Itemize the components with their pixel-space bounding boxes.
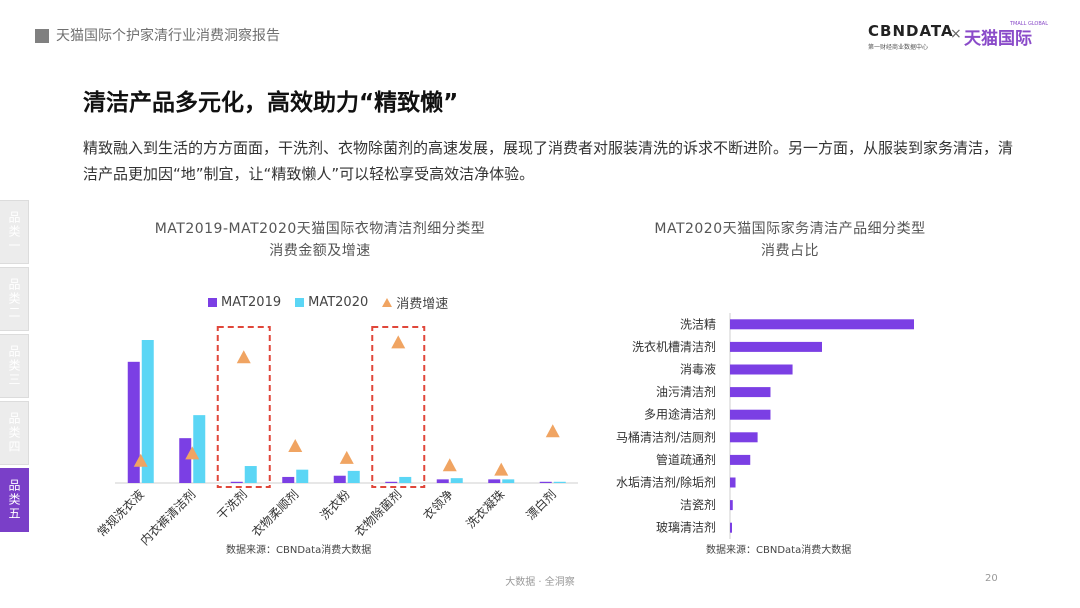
y-tick-label-3: 油污清洁剂 xyxy=(656,384,716,399)
bar-mat2020-5 xyxy=(399,476,412,483)
left-chart-title-line2: 消费金额及增速 xyxy=(269,243,371,259)
bar-mat2019-1 xyxy=(179,438,192,483)
left-chart-title-line1: MAT2019-MAT2020天猫国际衣物清洁剂细分类型 xyxy=(154,221,486,237)
hbar-6 xyxy=(730,454,751,465)
x-tick-label-4: 洗衣粉 xyxy=(317,487,353,523)
logo-separator: × xyxy=(950,26,962,42)
bar-mat2019-6 xyxy=(436,479,449,483)
bar-mat2020-7 xyxy=(502,479,515,483)
bar-mat2019-0 xyxy=(127,361,140,483)
bar-mat2020-0 xyxy=(141,340,154,483)
legend-mat2020: MAT2020 xyxy=(295,295,368,310)
header-square-icon xyxy=(35,29,49,43)
hbar-2 xyxy=(730,364,793,375)
bar-mat2019-7 xyxy=(488,479,501,483)
legend-mat2020-swatch xyxy=(295,298,305,307)
y-tick-label-7: 水垢清洁剂/除垢剂 xyxy=(616,475,716,490)
footer-slogan: 大数据 · 全洞察 xyxy=(505,577,575,588)
hbar-4 xyxy=(730,409,771,420)
y-tick-label-4: 多用途清洁剂 xyxy=(644,407,716,422)
right-chart-title-line1: MAT2020天猫国际家务清洁产品细分类型 xyxy=(654,221,926,237)
tab-category-4[interactable]: 品类四 xyxy=(0,401,29,465)
intro-paragraph: 精致融入到生活的方方面面，干洗剂、衣物除菌剂的高速发展，展现了消费者对服装清洗的… xyxy=(83,139,1014,183)
y-tick-label-2: 消毒液 xyxy=(680,362,716,377)
left-chart-title: MAT2019-MAT2020天猫国际衣物清洁剂细分类型 消费金额及增速 xyxy=(100,218,540,262)
tmall-global-logo-sub: TMALL GLOBAL xyxy=(1010,21,1049,27)
bar-mat2019-8 xyxy=(539,481,552,483)
growth-marker-4 xyxy=(339,450,354,464)
bar-mat2019-4 xyxy=(333,475,346,483)
legend-mat2020-label: MAT2020 xyxy=(308,295,369,310)
bar-mat2019-2 xyxy=(230,481,243,483)
left-chart-legend: MAT2019 MAT2020 消费增速 xyxy=(208,293,448,312)
legend-mat2019-label: MAT2019 xyxy=(221,295,282,310)
tab-category-2[interactable]: 品类二 xyxy=(0,267,29,331)
tab-category-5[interactable]: 品类五 xyxy=(0,468,29,532)
bar-mat2020-1 xyxy=(193,415,206,483)
category-tabs: 品类一 品类二 品类三 品类四 品类五 xyxy=(0,200,30,535)
growth-marker-1 xyxy=(185,446,200,460)
right-chart-title: MAT2020天猫国际家务清洁产品细分类型 消费占比 xyxy=(590,218,990,262)
x-tick-label-7: 洗衣凝珠 xyxy=(463,487,508,532)
legend-growth-triangle-icon xyxy=(382,298,393,307)
bar-mat2019-5 xyxy=(385,481,398,483)
bar-mat2020-3 xyxy=(296,469,309,483)
y-tick-label-0: 洗洁精 xyxy=(680,317,716,331)
hbar-3 xyxy=(730,387,771,398)
legend-growth: 消费增速 xyxy=(382,293,448,312)
page-number: 20 xyxy=(985,573,998,584)
growth-marker-3 xyxy=(288,439,303,452)
bar-mat2020-6 xyxy=(450,478,463,483)
growth-marker-7 xyxy=(494,462,509,476)
tab-category-1[interactable]: 品类一 xyxy=(0,200,29,264)
growth-marker-5 xyxy=(391,335,406,349)
right-chart-source: 数据来源：CBNData消费大数据 xyxy=(706,545,852,556)
x-tick-label-2: 干洗剂 xyxy=(214,487,250,523)
report-title: 天猫国际个护家清行业消费洞察报告 xyxy=(56,28,280,44)
x-tick-label-3: 衣物柔顺剂 xyxy=(248,487,301,540)
highlight-box-2 xyxy=(216,326,271,488)
growth-marker-6 xyxy=(442,458,457,472)
right-chart-title-line2: 消费占比 xyxy=(761,243,819,259)
hbar-9 xyxy=(730,522,732,533)
bar-mat2020-4 xyxy=(347,470,360,483)
growth-marker-2 xyxy=(236,350,251,364)
x-tick-label-1: 内衣裤清洁剂 xyxy=(137,487,199,549)
tab-category-3[interactable]: 品类三 xyxy=(0,334,29,398)
page-title: 清洁产品多元化，高效助力“精致懒” xyxy=(83,90,459,116)
growth-marker-0 xyxy=(133,453,148,467)
hbar-8 xyxy=(730,500,733,511)
hbar-1 xyxy=(730,341,822,352)
bar-mat2020-2 xyxy=(244,466,257,483)
tmall-global-logo: 天猫国际 xyxy=(964,29,1032,49)
y-tick-label-1: 洗衣机槽清洁剂 xyxy=(632,339,716,354)
bar-mat2020-8 xyxy=(553,481,566,483)
y-tick-label-9: 玻璃清洁剂 xyxy=(656,520,716,535)
y-tick-label-8: 洁瓷剂 xyxy=(680,497,716,512)
legend-growth-label: 消费增速 xyxy=(396,297,449,312)
hbar-7 xyxy=(730,477,736,488)
y-tick-label-6: 管道疏通剂 xyxy=(656,452,716,467)
x-tick-label-6: 衣领净 xyxy=(420,487,456,523)
cbndata-logo-sub: 第一财经商业数据中心 xyxy=(868,44,929,51)
cbndata-logo: CBNDATA xyxy=(868,22,954,40)
growth-marker-8 xyxy=(545,424,560,438)
x-tick-label-0: 常规洗衣液 xyxy=(94,487,147,540)
bar-mat2019-3 xyxy=(282,476,295,483)
logo: CBNDATA 第一财经商业数据中心 × 天猫国际 TMALL GLOBAL xyxy=(868,21,1049,52)
x-tick-label-5: 衣物除菌剂 xyxy=(351,487,404,540)
x-tick-label-8: 漂白剂 xyxy=(523,487,559,523)
y-tick-label-5: 马桶清洁剂/洁厕剂 xyxy=(616,429,716,444)
legend-mat2019-swatch xyxy=(208,298,217,307)
legend-mat2019: MAT2019 xyxy=(208,295,281,310)
left-chart-source: 数据来源：CBNData消费大数据 xyxy=(226,545,372,556)
highlight-box-5 xyxy=(371,326,426,488)
hbar-0 xyxy=(730,319,914,330)
hbar-5 xyxy=(730,432,758,443)
